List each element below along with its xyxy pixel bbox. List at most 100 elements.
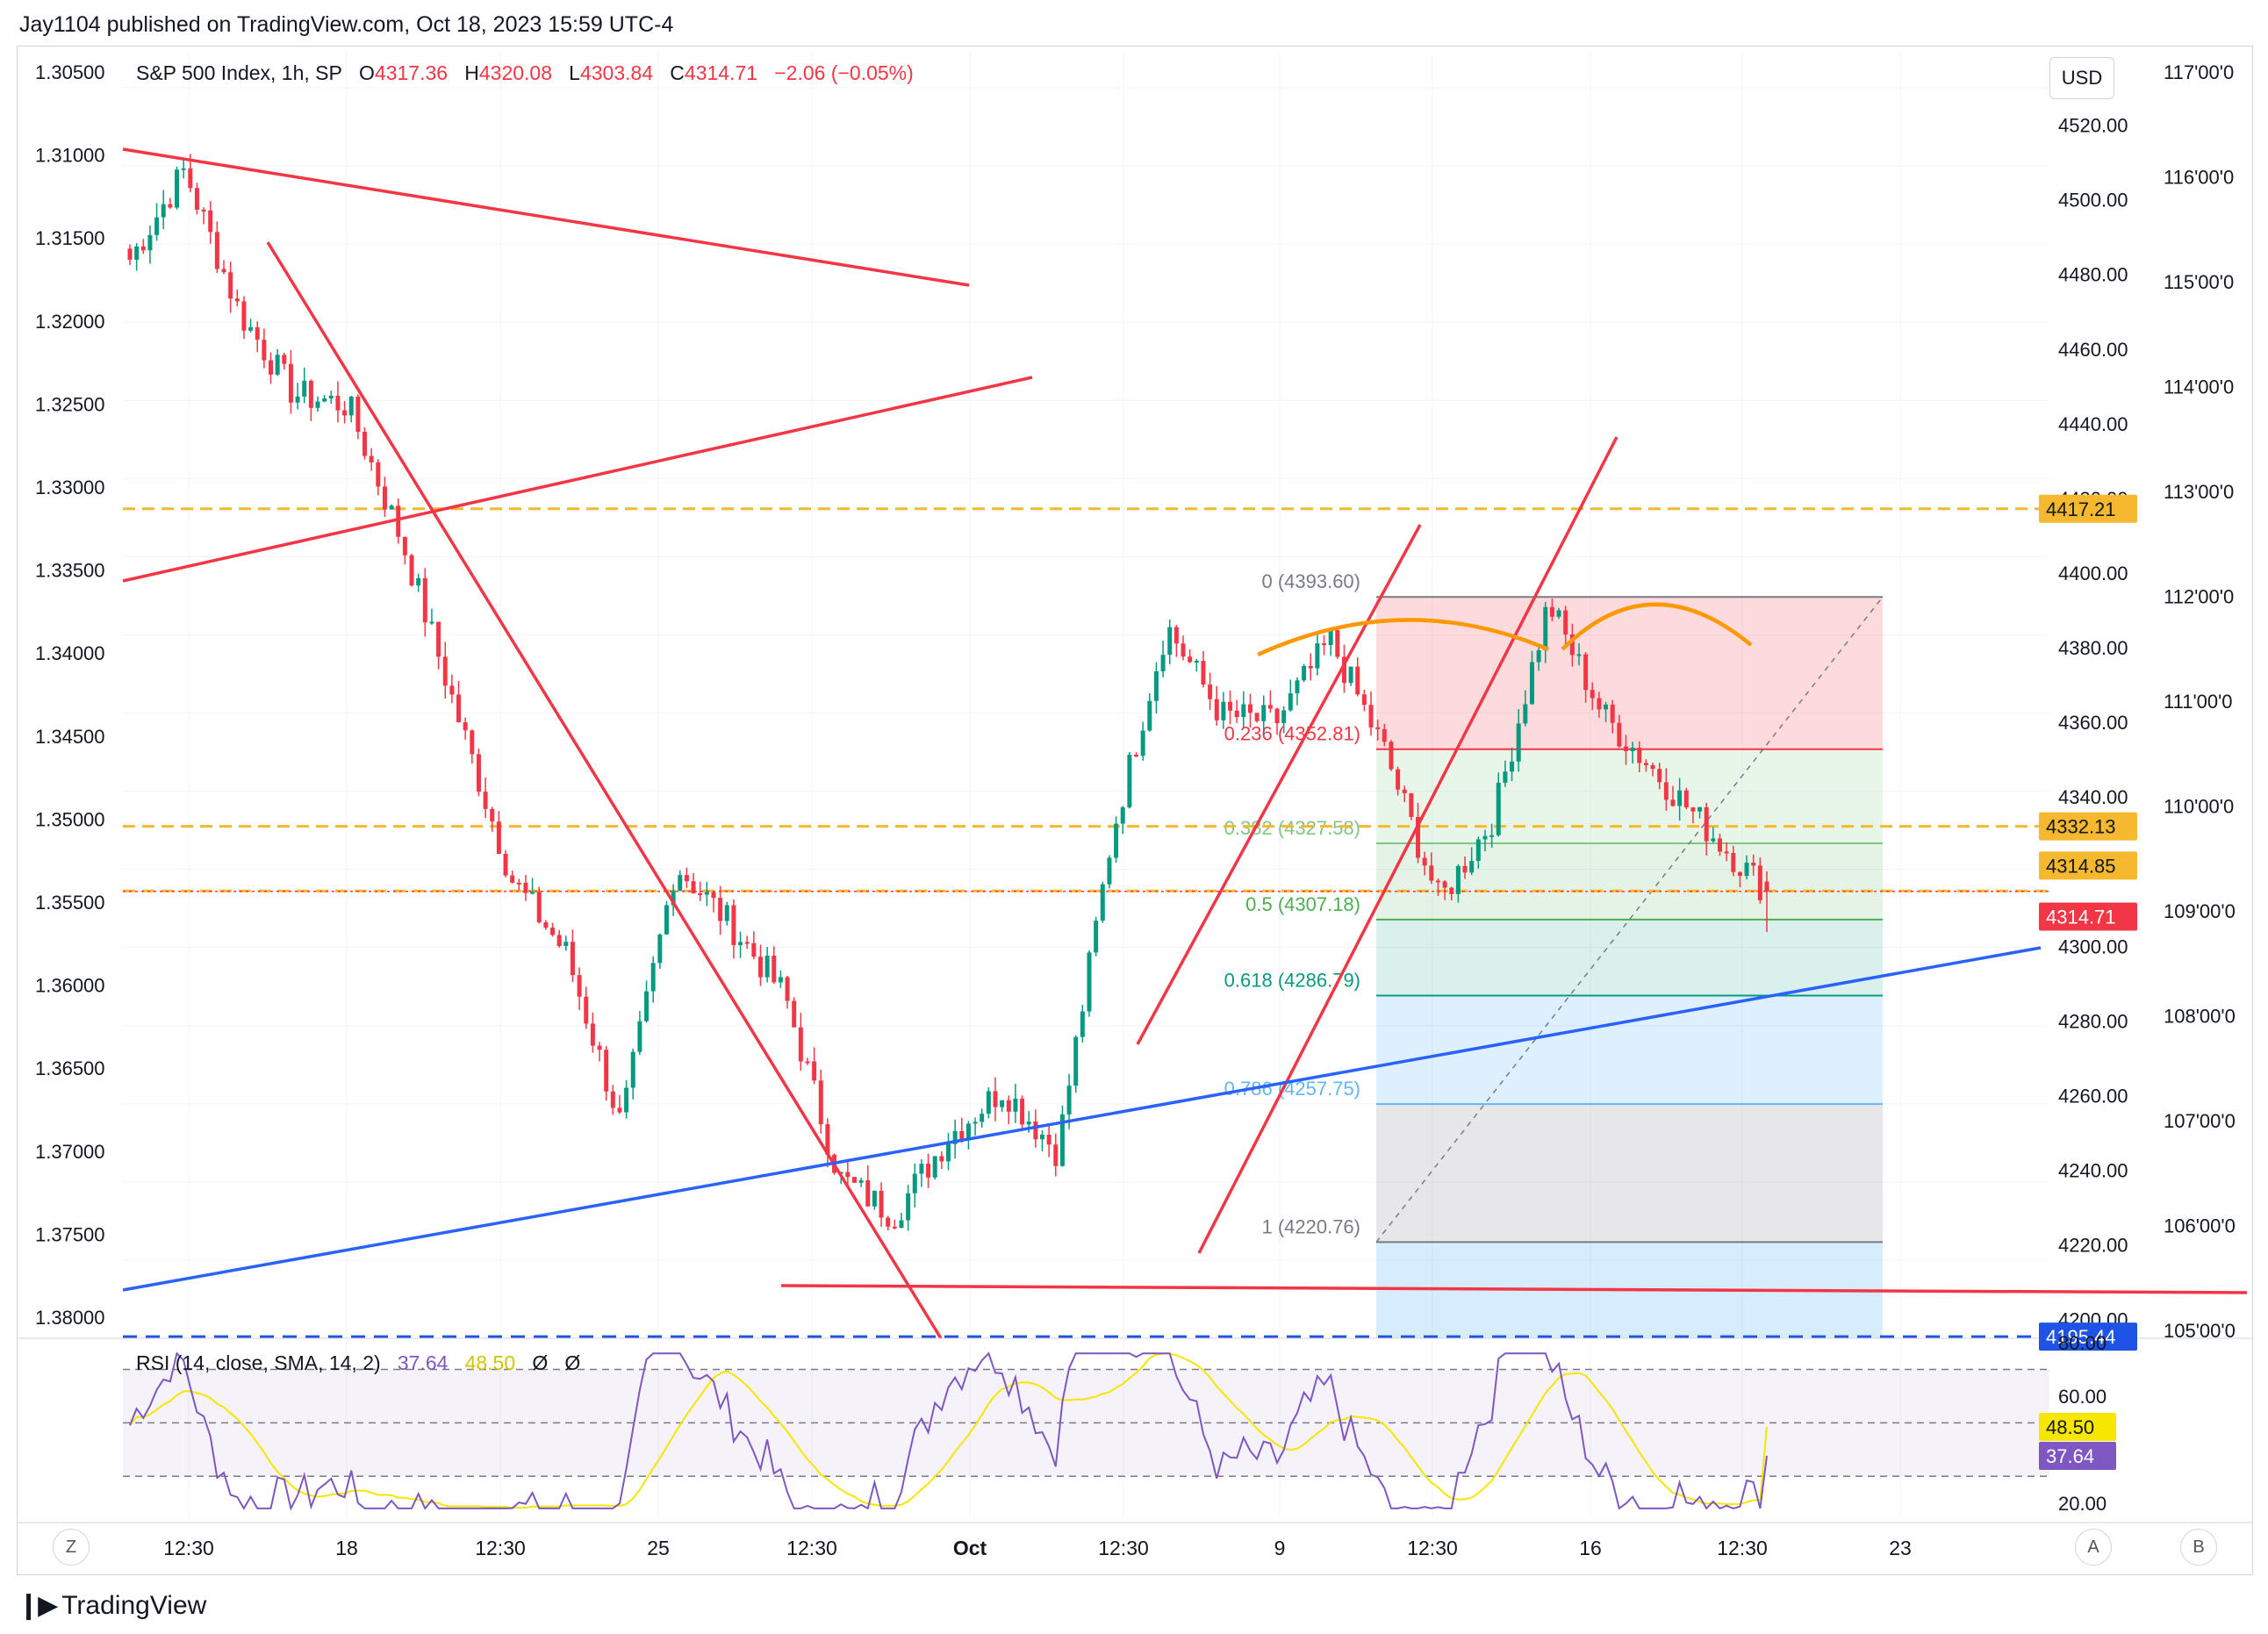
candle-body	[1643, 763, 1648, 765]
auto-scale-button[interactable]: A	[2075, 1529, 2112, 1566]
fib-level-label: 0.382 (4327.58)	[1224, 817, 1360, 839]
left-axis-tick: 1.36500	[35, 1057, 105, 1079]
rsi-axis-tick: 60.00	[2058, 1386, 2107, 1408]
rsi-legend-label: RSI (14, close, SMA, 14, 2)	[136, 1351, 381, 1374]
far-right-axis-tick: 115'00'0	[2164, 271, 2234, 293]
candle-body	[288, 363, 293, 403]
price-label-text: 4195.44	[2046, 1326, 2116, 1348]
candle-body	[1529, 662, 1534, 705]
candle-body	[973, 1122, 978, 1124]
candle-body	[134, 246, 140, 261]
candle-body	[1328, 629, 1333, 646]
candle-body	[1563, 610, 1568, 634]
x-axis-tick: 9	[1274, 1537, 1286, 1559]
candle-body	[1704, 806, 1709, 842]
candle-body	[188, 168, 193, 189]
candle-body	[644, 991, 650, 1021]
far-right-axis-tick: 111'00'0	[2164, 691, 2233, 713]
candle-body	[1302, 665, 1307, 681]
rsi-legend: RSI (14, close, SMA, 14, 2) 37.64 48.50 …	[136, 1351, 580, 1375]
candle-body	[1322, 643, 1327, 646]
trendline-upper-descending	[122, 147, 970, 287]
candle-body	[617, 1107, 622, 1113]
fib-zone	[1376, 843, 1883, 920]
candle-body	[1623, 746, 1628, 751]
x-axis-tick: 12:30	[786, 1537, 837, 1559]
candle-body	[1295, 680, 1300, 694]
candle-body	[912, 1173, 917, 1193]
rsi-axis-tick: 20.00	[2058, 1493, 2107, 1515]
right-axis-tick: 4240.00	[2058, 1160, 2128, 1182]
candle-body	[772, 956, 777, 983]
candle-body	[1020, 1098, 1025, 1125]
zoom-reset-button[interactable]: Z	[53, 1529, 90, 1566]
price-label-box	[2039, 494, 2137, 523]
candle-body	[1033, 1122, 1038, 1140]
candle-body	[175, 169, 180, 208]
candle-body	[650, 963, 656, 992]
candle-body	[470, 730, 475, 755]
right-axis-tick: 4440.00	[2058, 413, 2128, 435]
candle-body	[1610, 704, 1615, 723]
far-right-axis-tick: 114'00'0	[2164, 376, 2234, 398]
price-label-box	[2039, 851, 2137, 880]
candle-body	[919, 1164, 924, 1174]
candle-body	[248, 326, 254, 331]
candle-body	[570, 942, 575, 976]
candle-body	[704, 892, 709, 895]
candle-body	[757, 957, 763, 978]
candle-body	[322, 398, 327, 402]
rsi-ma-line	[129, 1352, 1768, 1509]
right-axis-tick: 4400.00	[2058, 563, 2128, 584]
settings-b-button[interactable]: B	[2180, 1529, 2217, 1566]
candle-body	[1617, 722, 1622, 747]
candle-body	[147, 234, 153, 251]
candle-body	[1046, 1135, 1051, 1145]
candle-body	[691, 881, 696, 893]
x-axis-tick: 12:30	[1407, 1537, 1458, 1559]
candle-body	[1677, 790, 1683, 806]
right-axis-tick: 4500.00	[2058, 190, 2128, 211]
candle-body	[818, 1080, 823, 1125]
candle-body	[1449, 887, 1454, 894]
rsi-label-text: 37.64	[2046, 1445, 2094, 1467]
candle-body	[1543, 606, 1548, 650]
candle-body	[657, 934, 663, 964]
candle-body	[1389, 742, 1394, 770]
currency-button[interactable]: USD	[2049, 57, 2114, 99]
candle-body	[1348, 666, 1353, 684]
legend-open: 4317.36	[374, 61, 449, 84]
candle-body	[530, 892, 535, 894]
candle-body	[764, 956, 770, 978]
candle-body	[208, 210, 213, 233]
x-axis-tick: 12:30	[1098, 1537, 1149, 1559]
x-axis-tick: 23	[1889, 1537, 1912, 1559]
x-axis-tick: 12:30	[475, 1537, 526, 1559]
candle-body	[865, 1180, 871, 1207]
candle-body	[456, 694, 462, 722]
candle-body	[845, 1172, 850, 1178]
candle-body	[396, 505, 401, 537]
candle-body	[140, 246, 146, 251]
x-axis-tick: 12:30	[1717, 1537, 1768, 1559]
candle-body	[295, 396, 300, 403]
candle-body	[1094, 921, 1099, 953]
candle-body	[1160, 655, 1166, 671]
candle-body	[604, 1050, 609, 1092]
legend-symbol: S&P 500 Index, 1h, SP	[136, 61, 342, 84]
candle-body	[1134, 755, 1139, 757]
candle-body	[543, 922, 549, 928]
candle-body	[1751, 863, 1756, 866]
candle-body	[980, 1114, 985, 1122]
candle-body	[805, 1061, 810, 1064]
candle-body	[1274, 708, 1280, 724]
candle-body	[698, 892, 703, 895]
x-axis-tick: 25	[647, 1537, 670, 1559]
candle-body	[194, 188, 199, 210]
candle-body	[892, 1226, 897, 1229]
candle-body	[355, 397, 361, 433]
trendline-steep-descending	[266, 241, 943, 1339]
left-axis-tick: 1.36000	[35, 975, 105, 997]
left-axis-tick: 1.38000	[35, 1307, 105, 1329]
